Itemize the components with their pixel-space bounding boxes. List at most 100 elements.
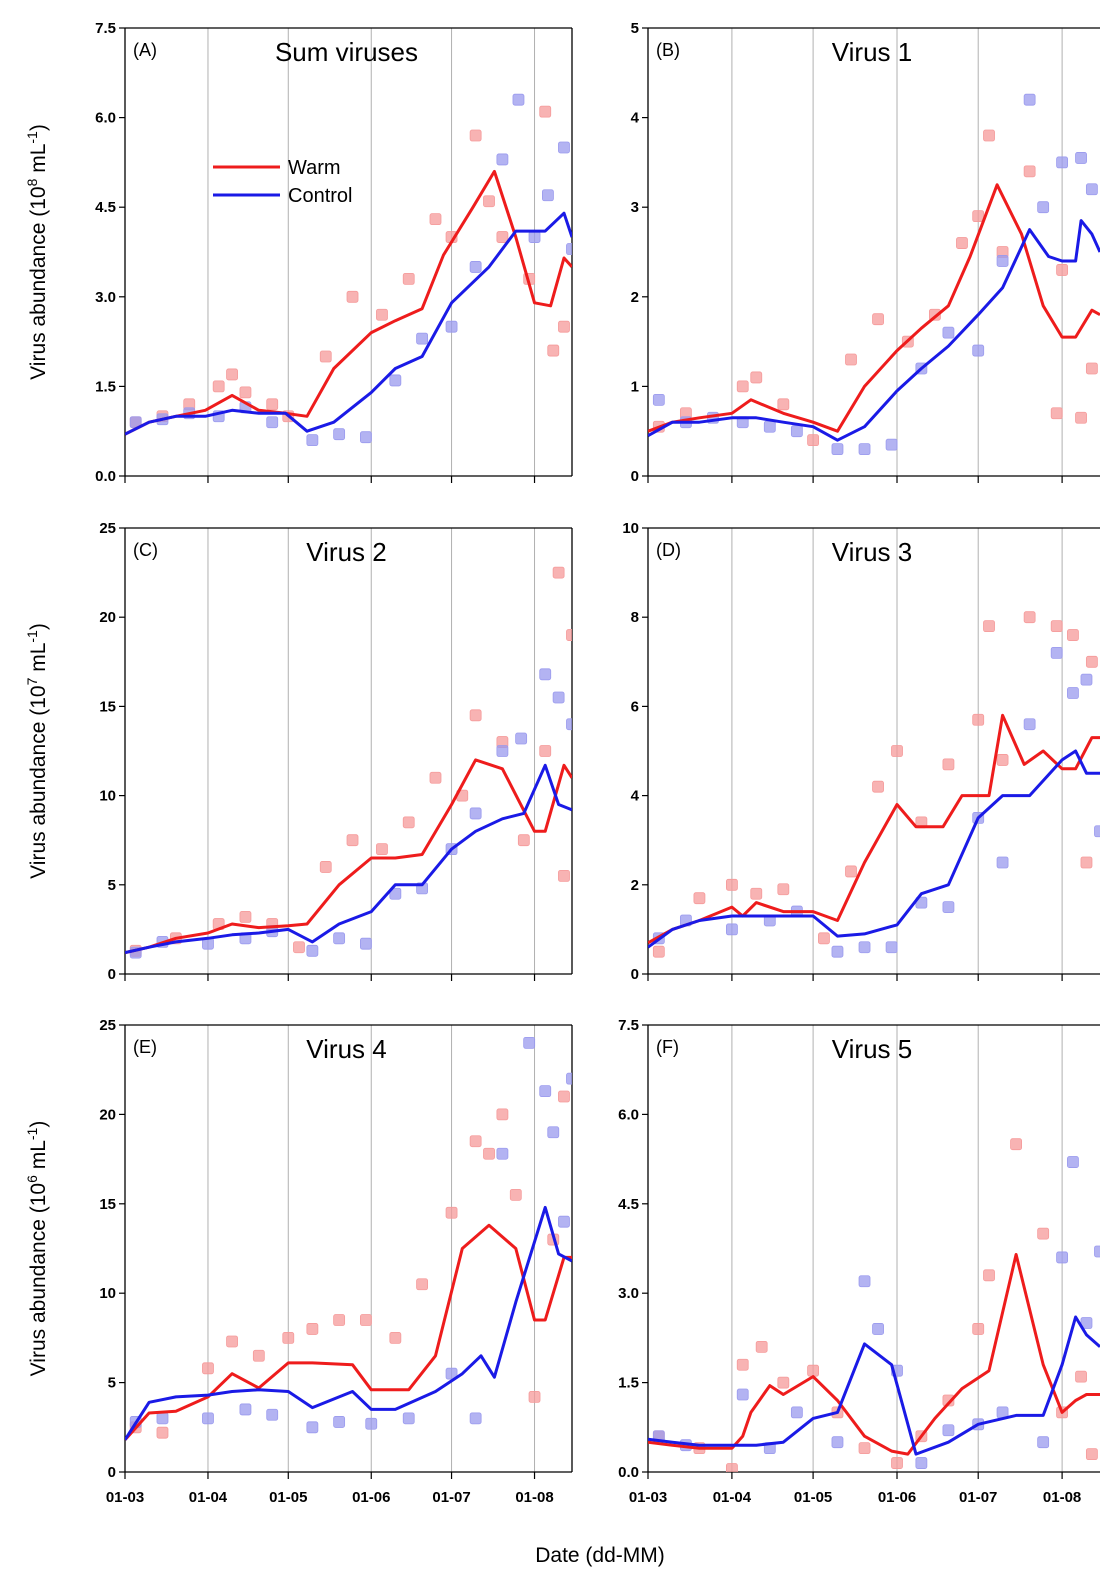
panel-a-warm-point xyxy=(346,290,359,303)
panel-b-tag: (B) xyxy=(656,40,680,60)
panel-c-title: Virus 2 xyxy=(306,537,386,567)
panel-c-warm-point xyxy=(539,745,552,757)
panel-e-warm-point xyxy=(416,1278,429,1291)
panel-b-warm-point xyxy=(1023,165,1036,178)
panel-a-control-point xyxy=(266,416,279,429)
panel-b-control-point xyxy=(1085,183,1098,196)
panel-b-warm-point xyxy=(972,210,985,223)
panel-e-y-tick-label: 25 xyxy=(99,1017,116,1034)
panel-f-warm-point xyxy=(972,1323,985,1335)
panel-b: 0 1 2 3 4 5 (B) Virus 1 xyxy=(631,20,1100,485)
panel-a-warm-point xyxy=(266,398,279,411)
panel-c-control-point xyxy=(389,887,402,900)
panel-a-warm-point xyxy=(469,129,482,142)
panel-f-control-point xyxy=(1067,1156,1079,1168)
panel-a-y-tick-label: 4.5 xyxy=(95,199,116,216)
panel-e-warm-point xyxy=(282,1332,295,1344)
panel-c-control-point xyxy=(515,732,528,745)
panel-e-y-tick-label: 15 xyxy=(99,1196,116,1213)
panel-a-control-point xyxy=(469,261,482,273)
panel-e-control-point xyxy=(156,1412,169,1425)
panel-b-warm-point xyxy=(736,380,749,393)
panel-b-control-point xyxy=(790,425,803,438)
panel-a-warm-point xyxy=(226,368,238,381)
panel-a-plot-area xyxy=(125,93,572,447)
panel-c-y-axis-label: Virus abundance (107 mL-1) xyxy=(24,623,50,879)
panel-f: 0.0 1.5 3.0 4.5 6.0 7.5 01-03 01-04 01-05 01-06 01… xyxy=(618,1017,1100,1506)
panel-f-y-tick-label: 7.5 xyxy=(618,1017,639,1034)
panel-b-control-point xyxy=(885,438,898,451)
panel-d-warm-point xyxy=(1085,655,1098,668)
panel-b-warm-point xyxy=(807,434,820,447)
panel-f-control-point xyxy=(736,1388,749,1401)
panel-b-title: Virus 1 xyxy=(832,37,912,67)
panel-f-x-tick-label: 01-06 xyxy=(878,1489,916,1506)
panel-e-y-axis-label-exponent: 6 xyxy=(24,1175,40,1183)
panel-e-x-tick-label: 01-08 xyxy=(515,1489,553,1506)
panel-f-control-point xyxy=(831,1436,844,1449)
panel-f-warm-point xyxy=(755,1340,768,1353)
panel-c-warm-point xyxy=(469,709,482,722)
panel-c-warm-point xyxy=(376,843,388,856)
panel-c-plot-area xyxy=(125,566,572,959)
panel-a-y-tick-label: 7.5 xyxy=(95,20,116,37)
panel-f-y-tick-label: 6.0 xyxy=(618,1106,639,1123)
panel-d-control-point xyxy=(1050,646,1063,659)
panel-e-y-tick-label: 20 xyxy=(99,1106,116,1123)
panel-e-warm-line xyxy=(125,1223,572,1441)
panel-e-warm-point xyxy=(509,1188,522,1201)
panel-d-plot-area xyxy=(648,611,1100,958)
panel-b-control-point xyxy=(1037,201,1050,214)
panel-b-y-tick-label: 1 xyxy=(631,378,639,395)
panel-b-y-tick-label: 0 xyxy=(631,468,639,485)
panel-b-warm-point xyxy=(983,129,995,142)
panel-f-x-tick-label: 01-07 xyxy=(959,1489,997,1506)
panel-e: 0 5 10 15 20 25 01-03 01-04 01-05 01-06 01-07 01-08… xyxy=(24,1017,573,1506)
panel-a-warm-point xyxy=(483,195,495,208)
legend-warm-label: Warm xyxy=(288,157,341,179)
panel-f-y-tick-label: 4.5 xyxy=(618,1196,639,1213)
panel-e-y-axis-label-unit-exponent: -1 xyxy=(24,1127,40,1140)
panel-d-y-tick-label: 10 xyxy=(622,520,639,537)
panel-e-warm-point xyxy=(202,1362,214,1375)
panel-a-control-point xyxy=(306,434,319,447)
panel-d-warm-point xyxy=(1080,856,1093,869)
panel-e-warm-point xyxy=(252,1349,265,1362)
panel-c-y-axis-label-unit: mL xyxy=(27,643,50,678)
panel-f-control-point xyxy=(858,1275,871,1288)
panel-f-warm-point xyxy=(777,1376,790,1389)
panel-d-warm-line xyxy=(648,713,1100,945)
panel-e-warm-point xyxy=(389,1332,402,1344)
panel-f-x-tick-label: 01-05 xyxy=(794,1489,832,1506)
panel-a-control-point xyxy=(528,231,541,243)
panel-b-warm-point xyxy=(872,313,884,326)
panel-a-y-tick-label: 0.0 xyxy=(95,468,116,485)
panel-f-x-tick-label: 01-08 xyxy=(1043,1489,1081,1506)
panel-a-y-axis-label-exponent: 8 xyxy=(24,178,40,186)
panel-f-warm-point xyxy=(891,1457,903,1469)
panel-a-control-point xyxy=(512,93,525,106)
panel-a-control-point xyxy=(566,243,572,255)
panel-c-warm-point xyxy=(402,816,415,829)
panel-f-y-tick-label: 1.5 xyxy=(618,1375,639,1392)
panel-a-warm-line xyxy=(125,169,572,436)
panel-c-y-tick-label: 20 xyxy=(99,609,116,626)
panel-e-x-tick-label: 01-05 xyxy=(269,1489,307,1506)
panel-b-control-line xyxy=(648,219,1100,442)
panel-d-control-point xyxy=(942,901,955,913)
panel-a-control-line xyxy=(125,211,572,436)
panel-a-warm-point xyxy=(496,231,509,243)
panel-d-warm-point xyxy=(996,754,1009,766)
panel-e-warm-point xyxy=(496,1108,509,1121)
panel-c-control-line xyxy=(125,763,572,955)
panel-d-tag: (D) xyxy=(656,540,681,560)
panel-c-warm-point xyxy=(319,861,332,873)
panel-e-control-point xyxy=(333,1416,346,1428)
panel-e-control-point xyxy=(202,1412,214,1425)
panel-b-warm-point xyxy=(1075,411,1087,424)
panel-c-control-point xyxy=(333,932,346,945)
panel-c-warm-point xyxy=(346,834,359,847)
panel-c-y-axis-label-prefix: Virus abundance (10 xyxy=(27,685,50,878)
panel-a-y-axis-label: Virus abundance (108 mL-1) xyxy=(24,124,50,380)
panel-c-warm-point xyxy=(517,834,530,847)
